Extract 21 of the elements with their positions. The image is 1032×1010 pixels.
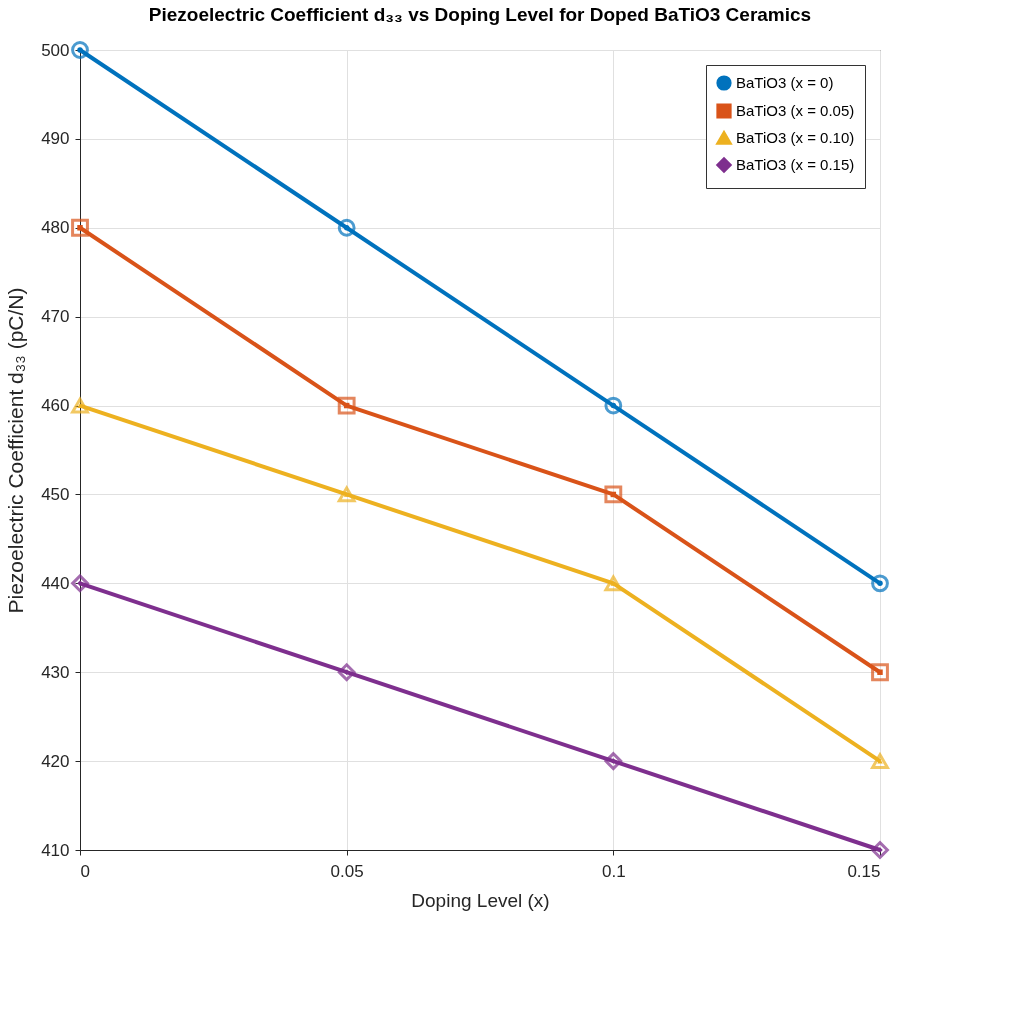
y-tick-label: 480 — [41, 218, 70, 238]
x-tick-label: 0.15 — [847, 861, 881, 881]
y-tick-label: 420 — [41, 751, 70, 771]
y-tick-label: 440 — [41, 573, 70, 593]
x-tick-label: 0.05 — [330, 861, 364, 881]
y-tick-label: 410 — [41, 840, 70, 860]
x-tick-label: 0 — [80, 861, 90, 881]
y-tick-label: 490 — [41, 129, 70, 149]
y-tick-label: 460 — [41, 396, 70, 416]
x-axis-title: Doping Level (x) — [411, 889, 550, 911]
legend-label: BaTiO3 (x = 0.15) — [736, 156, 855, 173]
legend-label: BaTiO3 (x = 0.10) — [736, 129, 855, 146]
y-tick-label: 470 — [41, 307, 70, 327]
y-tick-label: 430 — [41, 662, 70, 682]
chart-title: Piezoelectric Coefficient d₃₃ vs Doping Level for Doped BaTiO3 Ceramics — [148, 3, 812, 25]
y-tick-label: 450 — [41, 484, 70, 504]
x-tick-label: 0.1 — [602, 861, 626, 881]
y-tick-label: 500 — [41, 40, 70, 60]
legend-label: BaTiO3 (x = 0) — [736, 74, 834, 91]
y-axis-title: Piezoelectric Coefficient d₃₃ (pC/N) — [4, 287, 28, 614]
legend-label: BaTiO3 (x = 0.05) — [736, 102, 855, 119]
